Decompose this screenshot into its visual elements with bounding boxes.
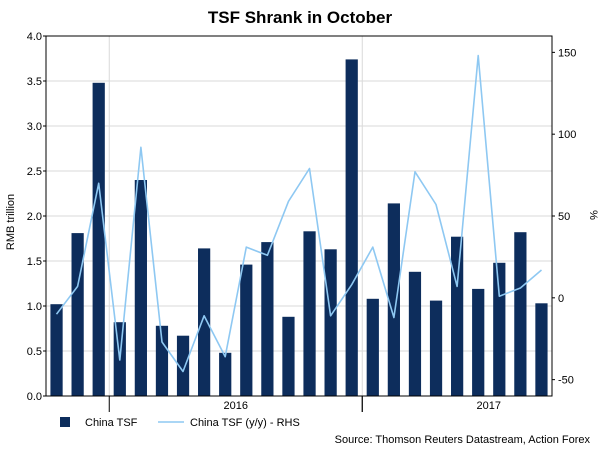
bar [176, 335, 190, 396]
y-tick-label: 0.0 [27, 391, 42, 403]
x-group-label: 2017 [477, 400, 501, 412]
y2-tick-label: 50 [558, 211, 570, 223]
y-tick-label: 2.0 [27, 211, 42, 223]
bar [219, 352, 232, 396]
legend-label-bar: China TSF [85, 417, 138, 429]
y2-axis-label: % [587, 210, 599, 220]
bar [514, 232, 527, 396]
bar [429, 300, 443, 396]
bar [366, 298, 379, 396]
y2-tick-label: 150 [558, 47, 576, 59]
bar [493, 262, 506, 396]
bar [535, 303, 548, 396]
bar [324, 249, 337, 396]
y2-tick-label: 0 [558, 293, 564, 305]
bar [71, 233, 84, 396]
y-tick-label: 2.5 [27, 166, 42, 178]
bar [92, 82, 105, 397]
axis-layer: 0.0 0.5 1.0 1.5 2.0 2.5 3.0 3.5 4.0 -50 0 50 100 150 2… [27, 31, 576, 412]
bar [198, 248, 211, 396]
bar [472, 288, 485, 396]
bar [155, 325, 169, 396]
y-tick-label: 3.0 [27, 121, 42, 133]
bar [408, 271, 422, 396]
yoy-line [55, 54, 543, 373]
bar [345, 59, 358, 397]
legend-swatch-bar [60, 417, 70, 427]
bar [451, 236, 464, 396]
y2-tick-label: 100 [558, 129, 576, 141]
bar [261, 242, 274, 396]
bar [303, 231, 316, 396]
y-tick-label: 1.0 [27, 301, 42, 313]
y-tick-label: 3.5 [27, 76, 42, 88]
y-tick-label: 0.5 [27, 346, 42, 358]
y-axis-label: RMB trillion [5, 194, 17, 250]
line-layer [55, 54, 543, 373]
x-group-label: 2016 [224, 400, 248, 412]
source-note: Source: Thomson Reuters Datastream, Acti… [335, 434, 591, 446]
y2-tick-label: -50 [558, 375, 574, 387]
y-tick-label: 4.0 [27, 31, 42, 43]
plot-frame [45, 35, 553, 397]
bar [134, 180, 147, 396]
bar [50, 304, 63, 396]
legend-label-line: China TSF (y/y) - RHS [190, 417, 300, 429]
bar [282, 316, 295, 396]
bar [387, 203, 400, 396]
y-tick-label: 1.5 [27, 256, 42, 268]
chart-title: TSF Shrank in October [208, 8, 393, 27]
bar [240, 264, 253, 396]
legend: China TSF China TSF (y/y) - RHS [60, 417, 300, 429]
